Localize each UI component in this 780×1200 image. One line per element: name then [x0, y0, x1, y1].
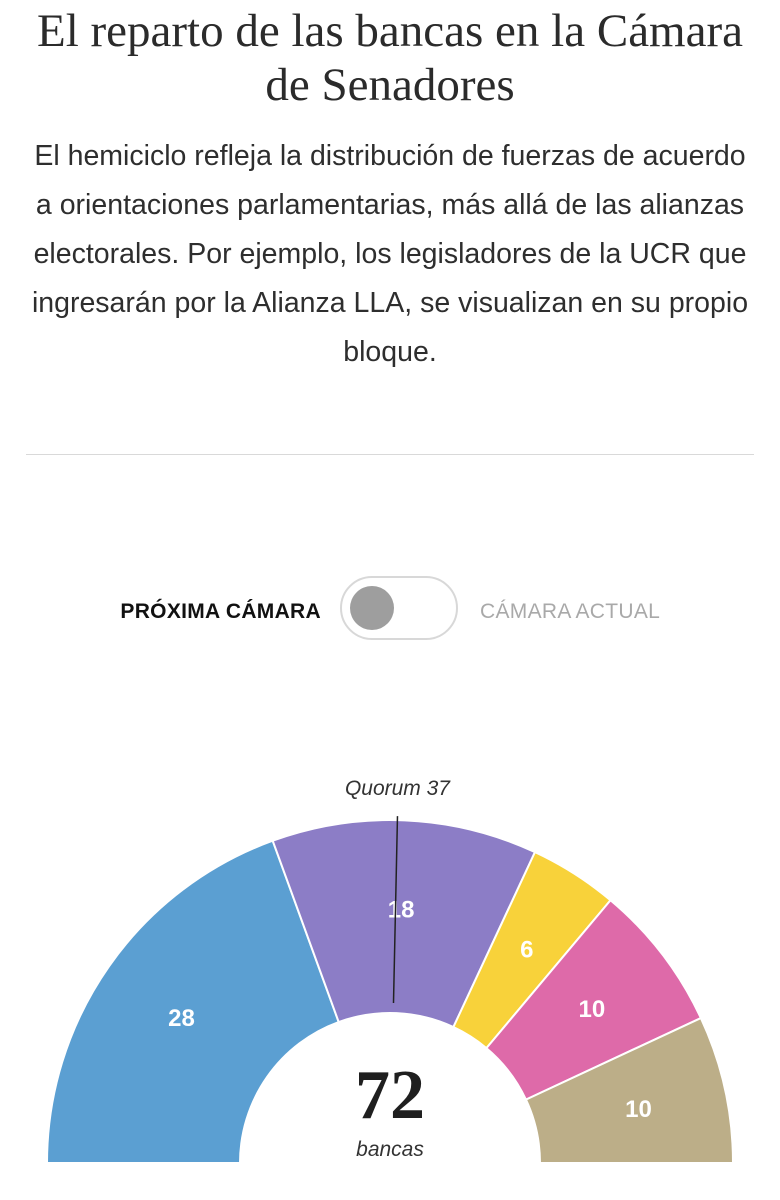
hemicycle-segment-1[interactable] [45, 839, 340, 1164]
chart-description: El hemiciclo refleja la distribución de … [31, 140, 749, 368]
hemicycle-labels: 28 18 6 10 10 [168, 897, 652, 1123]
toggle-knob[interactable] [350, 586, 394, 630]
quorum-line [392, 816, 399, 1004]
segment-value-label: 28 [168, 1005, 195, 1032]
segment-value-label: 10 [579, 996, 606, 1023]
hemicycle-segment-2[interactable] [271, 819, 537, 1029]
hemicycle-chart: 28 18 6 10 10 Quorum 37 72 bancas [45, 777, 735, 1164]
total-seats-unit: bancas [356, 1138, 424, 1161]
total-seats-number: 72 [355, 1057, 425, 1134]
page-title: El reparto de las bancas en la Cámara de… [37, 5, 743, 111]
toggle-label-camara-actual[interactable]: CÁMARA ACTUAL [480, 600, 661, 623]
segment-value-label: 10 [625, 1096, 652, 1123]
hemicycle-segments [45, 819, 735, 1164]
hemicycle-segment-5[interactable] [524, 1016, 735, 1164]
segment-value-label: 6 [520, 936, 533, 963]
chamber-toggle: PRÓXIMA CÁMARA CÁMARA ACTUAL [0, 574, 780, 652]
toggle-label-proxima-camara[interactable]: PRÓXIMA CÁMARA [120, 600, 321, 623]
quorum-label: Quorum 37 [345, 777, 451, 800]
chamber-toggle-switch[interactable] [340, 576, 458, 640]
divider [26, 454, 754, 455]
segment-value-label: 18 [388, 897, 415, 924]
